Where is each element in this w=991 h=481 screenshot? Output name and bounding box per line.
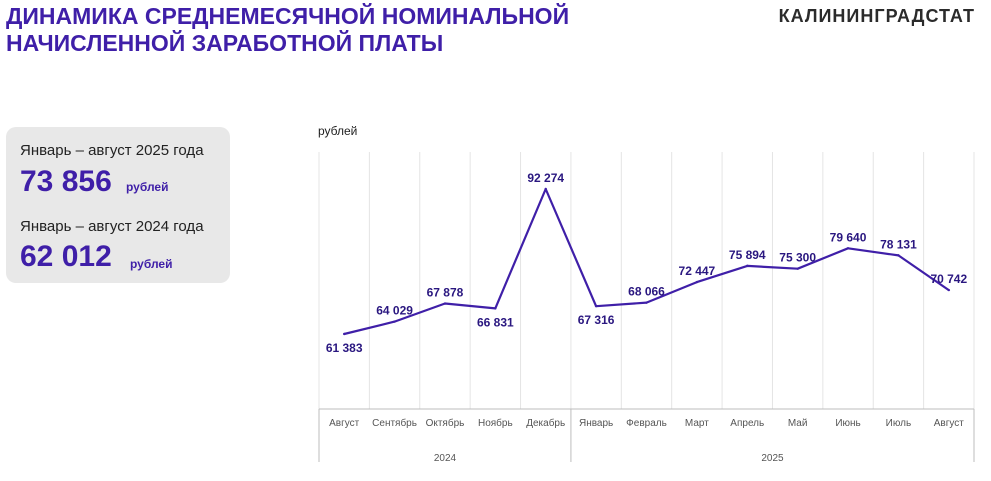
data-point <box>947 288 951 292</box>
summary-unit-2025: рублей <box>126 180 169 194</box>
data-label: 61 383 <box>326 341 363 355</box>
x-tick-label: Май <box>788 418 808 429</box>
data-label: 70 742 <box>930 272 967 286</box>
data-label: 67 316 <box>578 313 615 327</box>
year-group-label: 2025 <box>761 453 784 464</box>
x-tick-label: Март <box>685 418 709 429</box>
data-label: 68 066 <box>628 285 665 299</box>
title-line-2: НАЧИСЛЕННОЙ ЗАРАБОТНОЙ ПЛАТЫ <box>6 30 444 56</box>
data-point <box>342 332 346 336</box>
series-line-layer <box>342 187 951 336</box>
x-tick-label: Сентябрь <box>372 417 417 429</box>
data-label: 79 640 <box>830 230 867 244</box>
data-label: 75 894 <box>729 248 766 262</box>
summary-panel: Январь – август 2025 года 73 856 рублей … <box>6 127 230 283</box>
data-point <box>695 280 699 284</box>
data-point <box>393 320 396 323</box>
summary-period-2025-label: Январь – август 2025 года <box>20 142 204 159</box>
summary-period-2024-label: Январь – август 2024 года <box>20 218 204 235</box>
data-label: 67 878 <box>427 286 464 300</box>
data-point <box>494 307 497 310</box>
data-point <box>645 301 648 304</box>
y-axis-unit-label: рублей <box>318 124 357 138</box>
x-axis: Август Сентябрь Октябрь Ноябрь Декабрь Январь… <box>318 408 975 464</box>
data-labels: 61 383 64 029 67 878 66 831 92 274 67 316 68 0… <box>326 171 968 355</box>
data-point <box>897 254 900 257</box>
title-line-1: ДИНАМИКА СРЕДНЕМЕСЯЧНОЙ НОМИНАЛЬНОЙ <box>6 3 570 29</box>
summary-value-2024: 62 012 <box>20 240 112 273</box>
data-label: 64 029 <box>376 304 413 318</box>
data-point <box>746 264 749 268</box>
data-point <box>544 187 547 191</box>
x-tick-label: Октябрь <box>426 417 465 429</box>
summary-unit-2024: рублей <box>130 257 173 271</box>
page-title: ДИНАМИКА СРЕДНЕМЕСЯЧНОЙ НОМИНАЛЬНОЙ НАЧИ… <box>6 3 646 57</box>
x-tick-label: Июнь <box>835 418 860 429</box>
x-tick-label: Июль <box>886 418 912 429</box>
x-tick-label: Август <box>329 418 360 429</box>
chart-grid <box>318 152 975 409</box>
x-tick-label: Ноябрь <box>478 417 513 429</box>
data-label: 92 274 <box>527 171 564 185</box>
x-tick-label: Август <box>934 418 965 429</box>
data-point <box>594 304 598 308</box>
year-group-label: 2024 <box>434 453 457 464</box>
data-point <box>796 267 799 270</box>
data-label: 78 131 <box>880 237 917 251</box>
data-label: 75 300 <box>779 251 816 265</box>
x-tick-label: Январь <box>579 418 613 429</box>
data-point <box>443 302 447 305</box>
data-point <box>846 247 850 250</box>
x-tick-label: Декабрь <box>526 417 565 429</box>
data-label: 66 831 <box>477 315 514 329</box>
x-tick-label: Апрель <box>730 418 764 429</box>
series-line <box>343 187 950 336</box>
x-tick-label: Февраль <box>626 418 667 429</box>
data-label: 72 447 <box>679 264 716 278</box>
brand-logo-text: КАЛИНИНГРАДСТАТ <box>778 6 975 26</box>
summary-value-2025: 73 856 <box>20 165 112 198</box>
